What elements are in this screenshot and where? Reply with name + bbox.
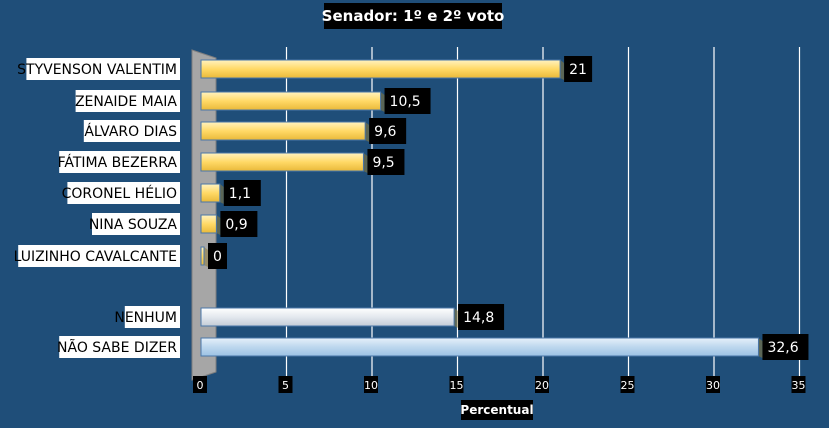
category-label: NINA SOUZA [89, 217, 178, 233]
bar-depth [560, 60, 565, 80]
category-label: NÃO SABE DIZER [57, 339, 177, 356]
bar [200, 337, 759, 357]
category-label: LUIZINHO CAVALCANTE [14, 249, 177, 265]
x-tick-box [364, 376, 378, 393]
x-tick-box [535, 376, 549, 393]
x-tick-label: 35 [792, 379, 806, 392]
chart-title-box [324, 3, 502, 29]
x-tick-box [706, 376, 720, 393]
chart-title: Senador: 1º e 2º voto [322, 3, 505, 29]
category-label-box [59, 151, 181, 173]
value-label: 0,9 [225, 217, 247, 233]
value-label: 32,6 [767, 340, 798, 356]
category-label: FÁTIMA BEZERRA [58, 154, 178, 171]
x-axis-title-box [461, 400, 533, 420]
bar-depth [380, 92, 385, 112]
value-label-box [223, 180, 261, 206]
category-label-box [26, 58, 181, 80]
x-tick-label: 20 [535, 379, 549, 392]
bar-depth [204, 247, 208, 267]
bar [200, 183, 221, 203]
value-label: 0 [213, 249, 222, 265]
category-label-box [59, 336, 181, 358]
x-tick-label: 25 [621, 379, 635, 392]
bar [200, 152, 364, 172]
value-label-box [367, 149, 405, 175]
category-label: CORONEL HÉLIO [62, 185, 177, 202]
category-label-box [75, 90, 180, 112]
x-axis-title: Percentual [460, 400, 534, 420]
value-labels: 21 10,5 9,6 9,5 1,1 0,90 14,8 32,6 [208, 56, 809, 360]
bar [200, 246, 205, 266]
value-label: 9,5 [372, 155, 394, 171]
x-axis-ticks: 0 5 10 15 20 25 30 35 [193, 376, 806, 393]
value-label-box [762, 334, 809, 360]
value-label-box [220, 211, 258, 237]
bar [200, 214, 217, 234]
x-tick-label: 0 [197, 379, 204, 392]
x-tick-box [449, 376, 464, 393]
value-label: 9,6 [374, 124, 396, 140]
x-tick-box [193, 376, 207, 393]
bar-depth [363, 153, 368, 173]
value-label-box [208, 243, 227, 269]
category-label-box [67, 182, 180, 204]
bar-depth [365, 122, 370, 142]
x-tick-label: 30 [706, 379, 720, 392]
bar-depth [454, 308, 459, 328]
bar [200, 307, 455, 327]
bar [200, 91, 382, 111]
bars [200, 59, 763, 358]
category-label-box [92, 213, 180, 235]
value-label: 21 [569, 62, 587, 78]
x-tick-box [620, 376, 635, 393]
category-label: ZENAIDE MAIA [75, 94, 177, 110]
x-tick-box [278, 376, 293, 393]
category-label-box [124, 306, 180, 328]
bar-depth [758, 338, 763, 358]
x-tick-label: 5 [282, 379, 289, 392]
x-axis-title-text: Percentual [460, 403, 533, 417]
category-label-box [18, 245, 181, 267]
bar [200, 59, 561, 79]
category-label: NENHUM [114, 310, 177, 326]
bar-depth [216, 215, 221, 235]
x-tick-label: 15 [450, 379, 464, 392]
x-tick-label: 10 [364, 379, 378, 392]
value-label-box [458, 304, 505, 330]
value-label-box [369, 118, 407, 144]
value-label-box [564, 56, 593, 82]
category-label: ÁLVARO DIAS [84, 123, 177, 140]
value-label-box [384, 88, 431, 114]
chart-title-text: Senador: 1º e 2º voto [322, 7, 505, 25]
value-label: 1,1 [229, 186, 251, 202]
category-label-box [83, 120, 180, 142]
x-tick-box [791, 376, 806, 393]
category-labels: STYVENSON VALENTIM ZENAIDE MAIA ÁLVARO DIA… [14, 58, 181, 358]
bar [200, 121, 366, 141]
bar-depth [219, 184, 224, 204]
value-label: 10,5 [390, 94, 421, 110]
value-label: 14,8 [463, 310, 494, 326]
category-label: STYVENSON VALENTIM [17, 62, 177, 78]
